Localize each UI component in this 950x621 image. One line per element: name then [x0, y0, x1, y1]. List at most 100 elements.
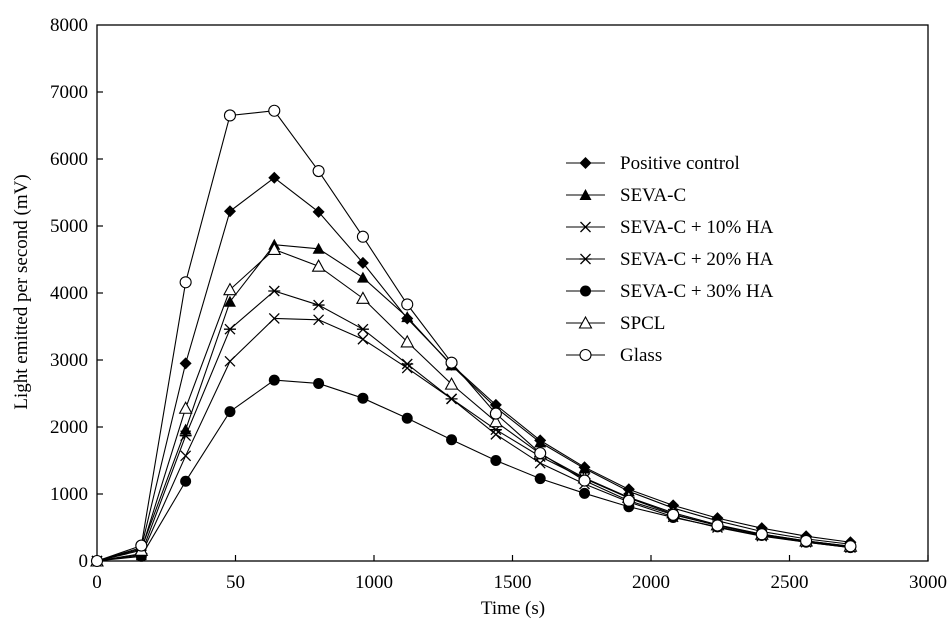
data-point — [622, 494, 635, 507]
x-tick-label: 50 — [226, 572, 245, 593]
data-point — [446, 434, 458, 446]
legend-entry: SEVA-C — [566, 185, 686, 206]
data-point — [355, 291, 370, 304]
legend-label: SPCL — [620, 313, 665, 334]
x-tick-label: 1500 — [494, 572, 532, 593]
data-point — [401, 298, 414, 311]
data-point — [444, 376, 459, 390]
data-point — [135, 539, 148, 552]
data-point — [312, 299, 325, 311]
x-tick-label: 1000 — [355, 572, 393, 593]
legend-marker — [579, 157, 592, 169]
legend-entry: SPCL — [566, 313, 665, 334]
data-point — [313, 377, 325, 389]
data-point — [755, 528, 768, 541]
data-point — [356, 256, 369, 269]
legend-label: SEVA-C + 30% HA — [620, 281, 774, 302]
data-point — [357, 333, 369, 345]
data-point — [312, 242, 325, 254]
x-tick-label: 2000 — [632, 572, 670, 593]
legend-marker — [578, 315, 593, 329]
data-point — [490, 428, 502, 440]
data-point — [223, 282, 237, 296]
legend-entry: SEVA-C + 10% HA — [566, 217, 774, 238]
data-point — [488, 414, 503, 428]
y-tick-label: 0 — [79, 551, 89, 572]
data-point — [401, 412, 413, 424]
x-tick-label: 2500 — [771, 572, 809, 593]
data-point — [401, 362, 413, 374]
data-point — [490, 455, 502, 466]
data-point — [179, 357, 192, 370]
series-line — [96, 110, 851, 562]
data-point — [180, 450, 192, 462]
data-point — [534, 436, 547, 448]
y-tick-label: 5000 — [50, 216, 88, 237]
legend-entry: Glass — [566, 345, 662, 366]
data-point — [224, 406, 236, 418]
data-point — [711, 519, 724, 532]
data-point — [179, 276, 192, 289]
data-point — [534, 473, 546, 485]
series-6 — [90, 104, 857, 568]
data-point — [223, 323, 236, 335]
y-tick-label: 6000 — [50, 149, 88, 170]
y-tick-label: 1000 — [50, 484, 88, 505]
series-layer — [90, 104, 858, 568]
series-line — [96, 317, 851, 562]
data-point — [311, 259, 326, 272]
y-tick-label: 2000 — [50, 417, 88, 438]
legend-label: SEVA-C + 10% HA — [620, 217, 774, 238]
data-point — [180, 475, 192, 487]
data-point — [400, 334, 415, 348]
data-point — [356, 271, 369, 283]
y-tick-label: 8000 — [50, 15, 88, 36]
legend-entry: SEVA-C + 20% HA — [566, 249, 774, 270]
legend-label: SEVA-C — [620, 185, 686, 206]
plot-border — [96, 24, 929, 562]
data-point — [223, 205, 236, 218]
data-point — [844, 540, 857, 553]
data-point — [534, 447, 547, 460]
data-point — [268, 313, 280, 324]
axes: 0 50 1000 1500 2000 2500 3000 0 1000 2000 3000 4000… — [50, 15, 947, 593]
series-line — [96, 379, 851, 562]
data-point — [223, 109, 237, 122]
y-tick-label: 3000 — [50, 350, 88, 371]
data-point — [357, 392, 369, 404]
x-tick-label: 0 — [92, 572, 102, 593]
series-line — [96, 244, 851, 562]
data-point — [356, 323, 369, 335]
data-point — [579, 487, 591, 499]
data-point — [90, 554, 104, 568]
data-point — [800, 534, 813, 547]
data-point — [578, 462, 591, 474]
data-point — [267, 242, 282, 255]
data-point — [223, 295, 236, 307]
legend-marker — [579, 348, 592, 362]
x-axis-title: Time (s) — [481, 598, 545, 619]
series-line — [96, 290, 851, 562]
legend-marker — [579, 253, 592, 265]
legend-entry: SEVA-C + 30% HA — [566, 281, 774, 302]
data-point — [268, 374, 280, 386]
y-tick-label: 7000 — [50, 82, 88, 103]
data-point — [401, 358, 414, 370]
data-point — [268, 171, 281, 184]
data-point — [356, 230, 369, 243]
legend-marker — [580, 221, 591, 233]
data-point — [178, 401, 193, 414]
data-point — [401, 311, 414, 323]
data-point — [268, 285, 281, 297]
y-axis-title: Light emitted per second (mV) — [11, 174, 32, 409]
data-point — [312, 205, 325, 218]
y-tick-label: 4000 — [50, 283, 88, 304]
data-point — [667, 508, 680, 521]
data-point — [489, 407, 502, 420]
data-point — [268, 104, 281, 117]
data-point — [445, 356, 458, 369]
plot-frame — [96, 24, 929, 562]
legend-marker — [580, 285, 591, 297]
data-point — [312, 165, 325, 178]
